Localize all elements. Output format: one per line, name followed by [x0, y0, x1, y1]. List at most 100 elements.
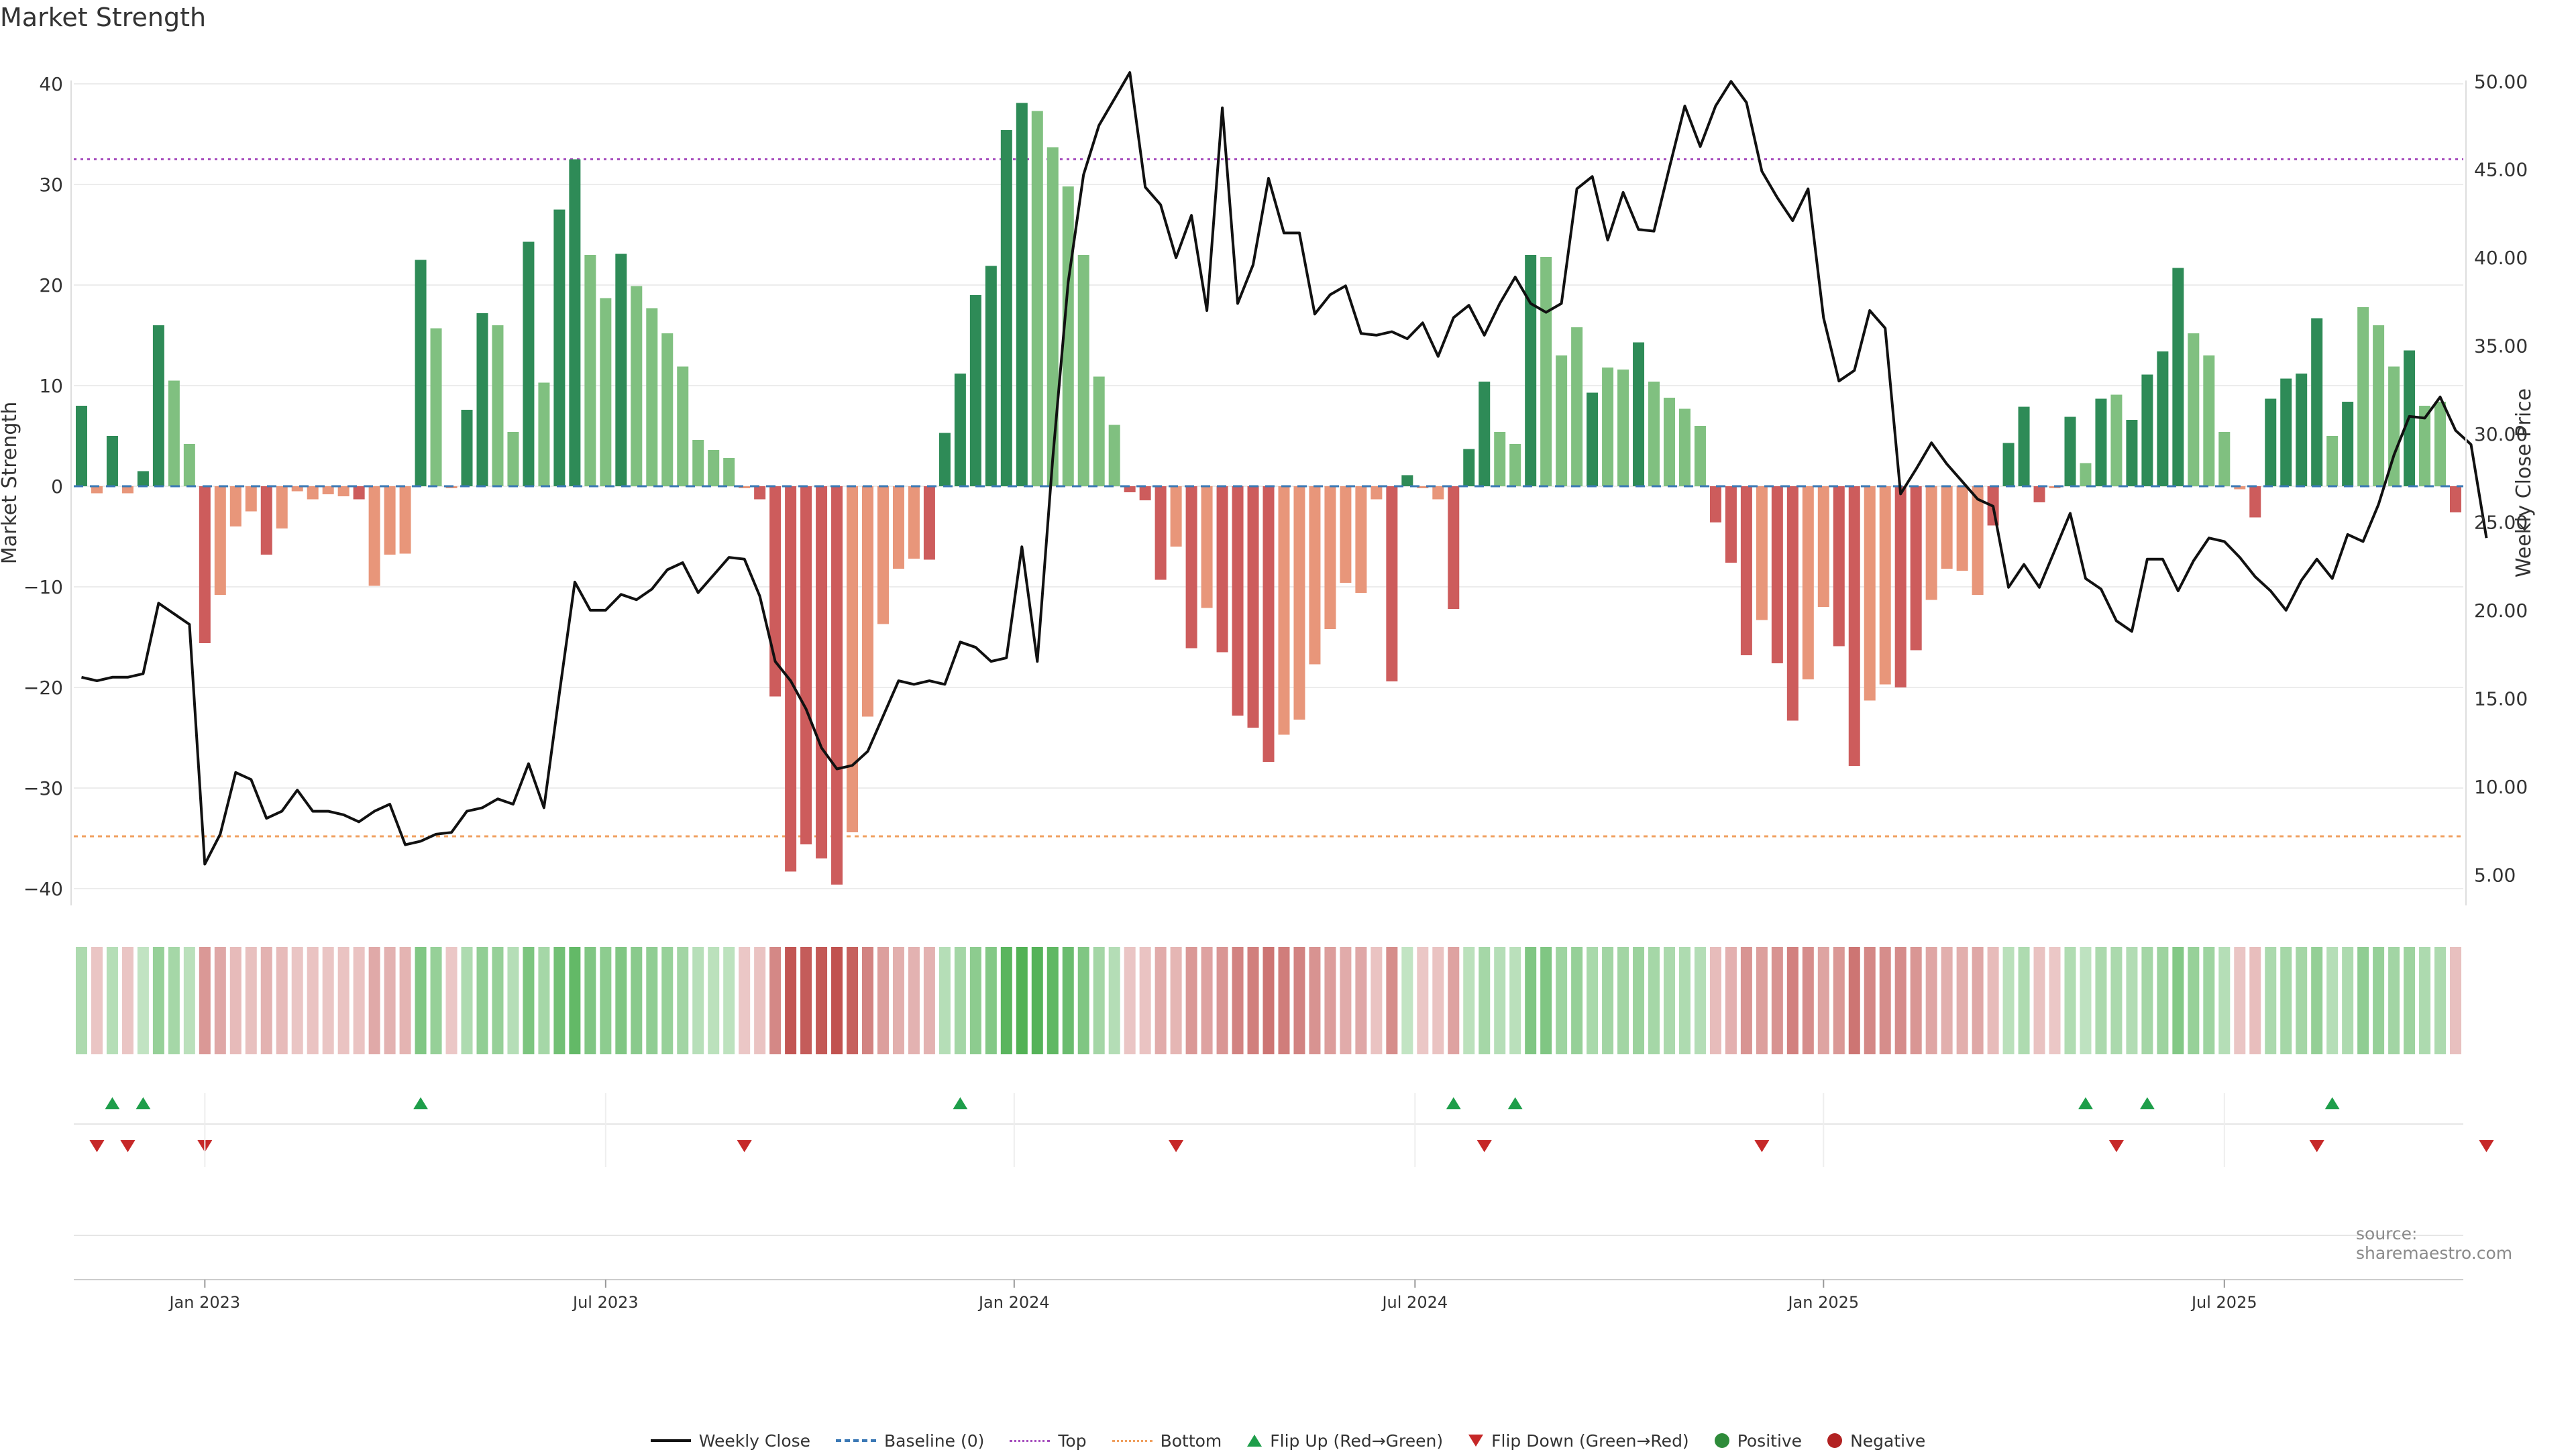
strength-bar: [538, 382, 550, 486]
strength-bar: [430, 328, 442, 486]
heat-cell: [307, 947, 319, 1054]
y-tick-label: 30: [39, 174, 63, 196]
heat-cell: [661, 947, 674, 1054]
strength-bar: [2002, 443, 2015, 486]
strength-bar: [1633, 342, 1645, 486]
strength-bars: [74, 103, 2463, 885]
heat-cell: [2280, 947, 2292, 1054]
y2-tick-label: 5.00: [2474, 864, 2516, 886]
strength-bar: [229, 486, 241, 526]
strength-bar: [908, 486, 920, 559]
heat-cell: [1185, 947, 1197, 1054]
strength-bar: [600, 298, 612, 486]
strength-bar: [1663, 398, 1675, 486]
left-axis: 40 30 20 10 0 −10 −20 −30 −40: [23, 73, 72, 905]
strength-bar: [1833, 486, 1845, 647]
strength-bar: [1617, 370, 1629, 486]
strength-bar: [245, 486, 257, 512]
strength-bar: [1463, 449, 1475, 486]
heat-cell: [2203, 947, 2215, 1054]
heat-cell: [1910, 947, 1922, 1054]
heat-cell: [2033, 947, 2045, 1054]
heat-cell: [892, 947, 904, 1054]
heat-cell: [353, 947, 365, 1054]
flip-down-marker: [1169, 1140, 1184, 1152]
heat-cell: [754, 947, 766, 1054]
heat-cell: [1417, 947, 1429, 1054]
strength-bar: [1817, 486, 1829, 607]
strength-bar: [492, 325, 504, 486]
heat-cell: [1000, 947, 1012, 1054]
strength-bar: [415, 260, 427, 486]
strength-bar: [291, 486, 303, 492]
strength-bar: [1293, 486, 1305, 720]
heat-cell: [1802, 947, 1814, 1054]
heat-cell: [2002, 947, 2015, 1054]
heat-cell: [1663, 947, 1675, 1054]
heat-cell: [2095, 947, 2107, 1054]
legend-top-label: Top: [1058, 1431, 1087, 1451]
y2-tick-label: 20.00: [2474, 600, 2528, 622]
y-tick-label: −10: [23, 576, 63, 598]
heat-cell: [399, 947, 411, 1054]
legend-weekly-close-swatch: [650, 1439, 691, 1442]
heat-cell: [2373, 947, 2385, 1054]
heat-cell: [646, 947, 658, 1054]
strength-bar: [892, 486, 904, 569]
y2-tick-label: 30.00: [2474, 423, 2528, 445]
heat-cell: [1355, 947, 1367, 1054]
strength-bar: [661, 333, 674, 486]
y-tick-label: −30: [23, 777, 63, 799]
strength-bar: [2419, 406, 2431, 486]
x-tick-label: Jul 2024: [1381, 1293, 1448, 1312]
y2-tick-label: 15.00: [2474, 687, 2528, 710]
strength-bar: [1556, 355, 1568, 486]
strength-bar: [677, 366, 689, 486]
heat-cell: [2188, 947, 2200, 1054]
strength-bar: [646, 308, 658, 486]
strength-bar: [1694, 426, 1706, 486]
flip-up-marker: [413, 1097, 429, 1109]
heat-cell: [923, 947, 935, 1054]
strength-bar: [337, 486, 350, 496]
heat-cell: [2126, 947, 2138, 1054]
legend-flip-down-label: Flip Down (Green→Red): [1491, 1431, 1689, 1451]
strength-bar: [1170, 486, 1182, 547]
strength-bar: [137, 471, 149, 486]
strength-bar: [1709, 486, 1721, 522]
heat-cell: [1232, 947, 1244, 1054]
heat-cell: [1648, 947, 1660, 1054]
flip-up-icon: [1247, 1435, 1263, 1447]
heat-cell: [938, 947, 951, 1054]
strength-bar: [2080, 463, 2092, 486]
y-axis-label: Market Strength: [0, 402, 21, 564]
heat-cell: [1817, 947, 1829, 1054]
strength-bar: [1571, 327, 1583, 486]
flip-up-marker: [2324, 1097, 2340, 1109]
heat-cell: [1556, 947, 1568, 1054]
legend-baseline-label: Baseline (0): [884, 1431, 985, 1451]
heat-cell: [631, 947, 643, 1054]
heat-cell: [1709, 947, 1721, 1054]
heat-cell: [1062, 947, 1074, 1054]
strength-bar: [877, 486, 889, 624]
flip-down-marker: [89, 1140, 105, 1152]
heat-cell: [1139, 947, 1151, 1054]
strength-bar: [1956, 486, 1968, 571]
heat-cell: [183, 947, 195, 1054]
x-tick-label: Jan 2024: [977, 1293, 1050, 1312]
heat-cell: [2110, 947, 2123, 1054]
heat-cell: [2157, 947, 2169, 1054]
strength-bar: [152, 325, 164, 486]
strength-bar: [1448, 486, 1460, 609]
legend-bottom: Bottom: [1112, 1431, 1222, 1451]
heat-cell: [985, 947, 997, 1054]
strength-bar: [260, 486, 272, 555]
strength-bar: [461, 410, 473, 486]
flip-down-marker: [1477, 1140, 1492, 1152]
heat-cell: [1479, 947, 1491, 1054]
strength-bar: [1910, 486, 1922, 651]
heat-cell: [2419, 947, 2431, 1054]
heat-cell: [384, 947, 396, 1054]
x-tick-label: Jul 2025: [2190, 1293, 2257, 1312]
